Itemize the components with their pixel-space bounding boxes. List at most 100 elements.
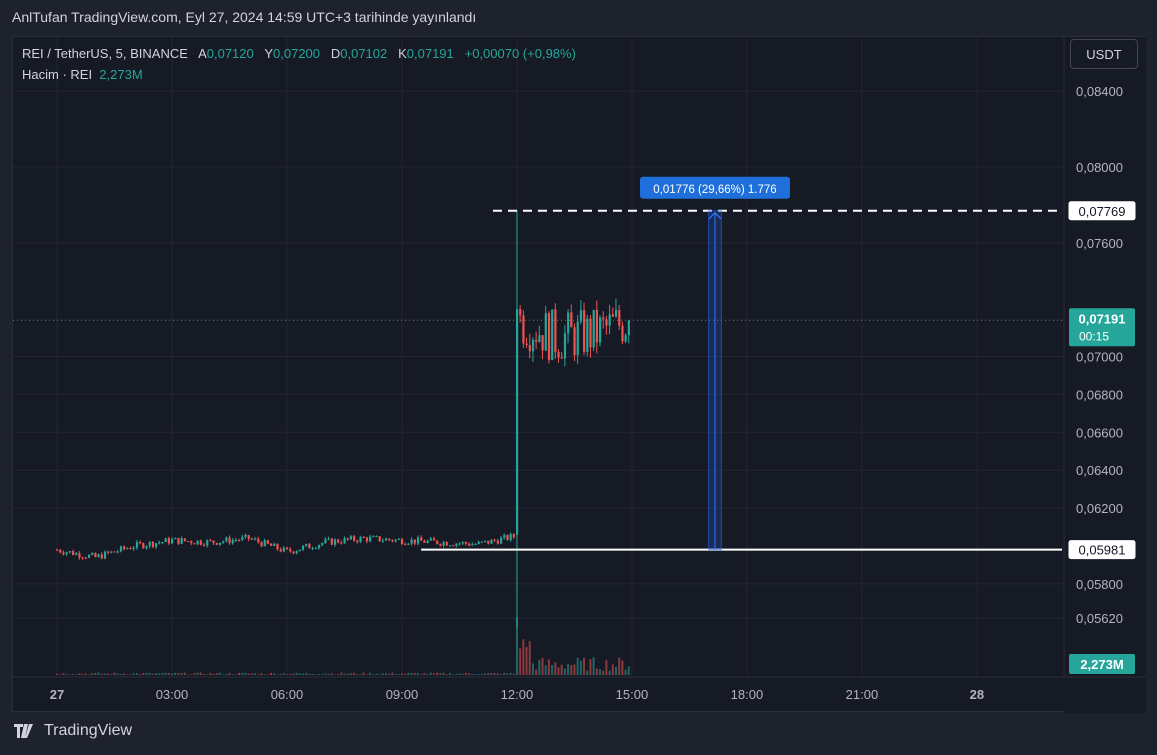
candle-body: [241, 536, 244, 541]
volume-bar: [423, 673, 426, 675]
candle-body: [515, 309, 519, 535]
candle-body: [375, 536, 378, 538]
volume-bar: [308, 673, 311, 675]
volume-bar: [384, 673, 387, 675]
candle-body: [132, 547, 135, 549]
candle-body: [496, 540, 499, 544]
candle-body: [372, 536, 375, 538]
y-tick-label: 0,08400: [1076, 84, 1123, 99]
volume-bar: [333, 674, 336, 675]
volume-bar: [247, 673, 250, 675]
candle-body: [327, 538, 330, 540]
candle-body: [91, 553, 94, 555]
volume-bar: [369, 672, 372, 675]
volume-bar: [119, 674, 122, 675]
volume-bar: [250, 673, 253, 675]
volume-bar: [174, 672, 177, 675]
volume-bar: [59, 674, 62, 675]
volume-bar: [506, 673, 509, 675]
volume-bar: [330, 673, 333, 675]
volume-bar: [116, 673, 119, 675]
candle-body: [75, 553, 78, 555]
volume-bar: [196, 672, 199, 675]
candle-body: [333, 539, 337, 545]
candle-body: [260, 542, 263, 547]
volume-bar: [298, 673, 301, 675]
volume-bar: [75, 674, 78, 675]
volume-bar: [432, 673, 435, 675]
volume-bar: [164, 672, 167, 675]
candle-body: [155, 543, 158, 547]
volume-bar: [180, 673, 183, 675]
volume-bar: [282, 673, 285, 675]
volume-bar: [621, 660, 624, 675]
volume-bar: [193, 673, 196, 675]
candle-body: [250, 538, 254, 540]
candle-body: [238, 539, 241, 541]
volume-bar: [388, 673, 391, 675]
volume-bar: [356, 674, 359, 675]
candle-body: [311, 548, 314, 550]
volume-bar: [129, 674, 132, 675]
volume-bar: [468, 673, 471, 675]
candle-body: [499, 537, 503, 544]
volume-bar: [420, 674, 423, 675]
chart-frame[interactable]: 0,08400 0,08000 0,07600 0,07000 0,06800 0,066…: [12, 36, 1146, 713]
candle-body: [139, 541, 142, 544]
volume-bar: [560, 664, 563, 675]
candle-body: [129, 548, 132, 550]
volume-bar: [65, 674, 68, 675]
candle-body: [611, 314, 614, 317]
volume-bar: [126, 674, 129, 675]
volume-bar: [301, 673, 304, 675]
legend-volume-label[interactable]: Hacim · REI: [22, 67, 93, 82]
volume-bar: [503, 672, 506, 675]
volume-bar: [132, 673, 135, 675]
candle-body: [218, 542, 222, 545]
candle-body: [583, 310, 586, 352]
candle-body: [186, 540, 190, 542]
volume-tag: 2,273M: [1080, 657, 1123, 672]
volume-bar: [346, 673, 349, 675]
candle-body: [400, 538, 404, 545]
price-scale-bg: [1064, 37, 1146, 713]
candle-body: [429, 538, 432, 541]
candle-body: [362, 536, 365, 538]
legend-open: 0,07120: [206, 46, 254, 61]
price-chart[interactable]: 0,08400 0,08000 0,07600 0,07000 0,06800 0,066…: [13, 37, 1146, 713]
last-price-tag-bg: [1069, 308, 1135, 347]
x-tick-label: 12:00: [501, 687, 534, 702]
volume-bar: [71, 674, 74, 675]
candle-body: [455, 543, 458, 546]
candle-body: [212, 540, 215, 543]
candle-body: [292, 551, 295, 554]
candle-body: [538, 335, 541, 342]
candle-body: [145, 546, 148, 549]
candle-body: [142, 543, 145, 549]
volume-bar: [404, 673, 407, 675]
candle-body: [209, 540, 212, 542]
candle-body: [71, 551, 75, 555]
volume-bar: [359, 674, 362, 675]
volume-bar: [471, 673, 474, 675]
candle-body: [62, 552, 65, 555]
volume-bar: [512, 673, 515, 675]
volume-bar: [139, 674, 142, 675]
volume-bar: [142, 672, 145, 675]
candle-body: [471, 544, 474, 546]
volume-bar: [289, 673, 292, 675]
candle-body: [554, 309, 557, 353]
volume-bar: [87, 674, 90, 675]
volume-bar: [279, 674, 282, 675]
currency-button[interactable]: USDT: [1070, 39, 1138, 69]
legend-symbol[interactable]: REI / TetherUS, 5, BINANCE: [22, 46, 188, 61]
volume-bar: [170, 673, 173, 675]
candle-body: [544, 313, 547, 351]
footer-brand[interactable]: TradingView: [14, 722, 132, 740]
volume-bar: [474, 674, 477, 675]
volume-bar: [273, 673, 276, 675]
candle-body: [557, 352, 560, 358]
volume-bar: [452, 674, 455, 675]
candle-body: [413, 539, 416, 544]
volume-bar: [394, 674, 397, 675]
